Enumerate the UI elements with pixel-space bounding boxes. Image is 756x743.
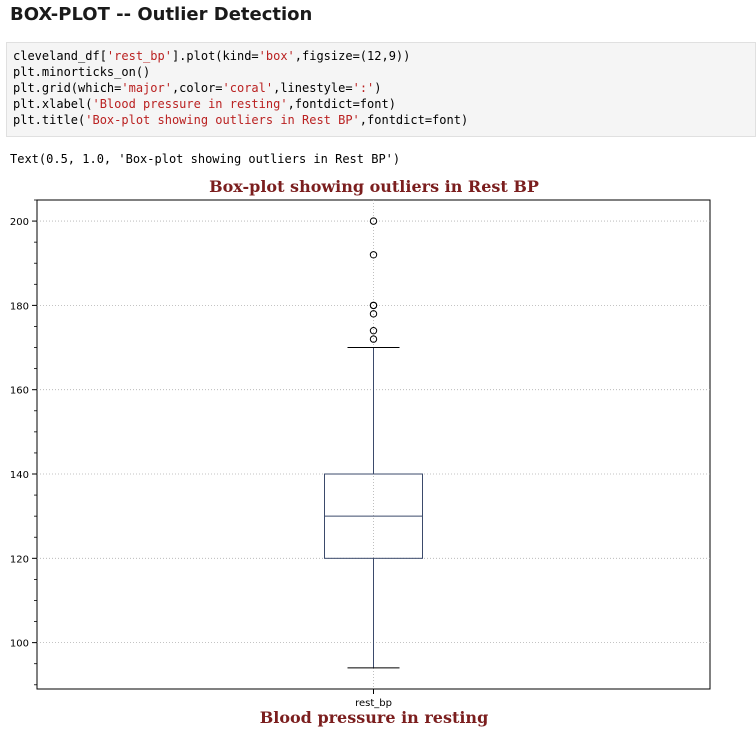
outlier-point (369, 310, 378, 318)
x-tick-label: rest_bp (355, 698, 392, 709)
y-tick-label: 160 (10, 386, 29, 397)
y-tick-label: 140 (10, 470, 29, 481)
code-line: plt.title('Box-plot showing outliers in … (13, 113, 468, 127)
code-token: ,fontdict=font) (287, 97, 396, 111)
outlier-point (369, 251, 378, 259)
page-heading: BOX-PLOT -- Outlier Detection (10, 4, 313, 25)
code-string-token: 'coral' (222, 81, 274, 95)
y-tick-label: 120 (10, 554, 29, 565)
code-token: ,color= (171, 81, 223, 95)
code-string-token: 'box' (258, 49, 295, 63)
code-string-token: 'major' (121, 81, 172, 95)
x-axis-label: Blood pressure in resting (260, 708, 489, 727)
outlier-point (369, 326, 378, 335)
code-line: plt.minorticks_on() (13, 65, 150, 79)
code-string-token: ':' (352, 81, 375, 95)
code-line: cleveland_df['rest_bp'].plot(kind='box',… (13, 49, 410, 63)
outlier-point (369, 335, 378, 343)
code-cell[interactable]: cleveland_df['rest_bp'].plot(kind='box',… (6, 42, 756, 137)
cell-output: Text(0.5, 1.0, 'Box-plot showing outlier… (10, 152, 401, 166)
code-token: ].plot(kind= (171, 49, 259, 63)
code-line: plt.grid(which='major',color='coral',lin… (13, 81, 382, 95)
outlier-point (369, 301, 378, 310)
chart-title: Box-plot showing outliers in Rest BP (209, 177, 539, 196)
code-string-token: 'rest_bp' (106, 49, 172, 63)
code-token: ,figsize=(12,9)) (294, 49, 411, 63)
code-token: ) (374, 81, 382, 95)
code-token: plt.xlabel( (13, 97, 93, 111)
code-token: cleveland_df[ (13, 49, 107, 63)
code-string-token: 'Blood pressure in resting' (92, 97, 288, 111)
y-tick-label: 100 (10, 639, 29, 650)
code-token: ,linestyle= (273, 81, 353, 95)
box-plot-chart: Box-plot showing outliers in Rest BP 100… (10, 177, 711, 727)
code-line: plt.xlabel('Blood pressure in resting',f… (13, 97, 396, 111)
outlier-point (369, 217, 378, 225)
code-token: plt.minorticks_on() (13, 65, 151, 79)
y-tick-label: 180 (10, 301, 29, 312)
y-tick-label: 200 (10, 217, 29, 228)
code-token: ,fontdict=font) (359, 113, 469, 127)
code-token: plt.title( (13, 113, 86, 127)
code-token: plt.grid(which= (13, 81, 122, 95)
code-string-token: 'Box-plot showing outliers in Rest BP' (85, 113, 360, 127)
